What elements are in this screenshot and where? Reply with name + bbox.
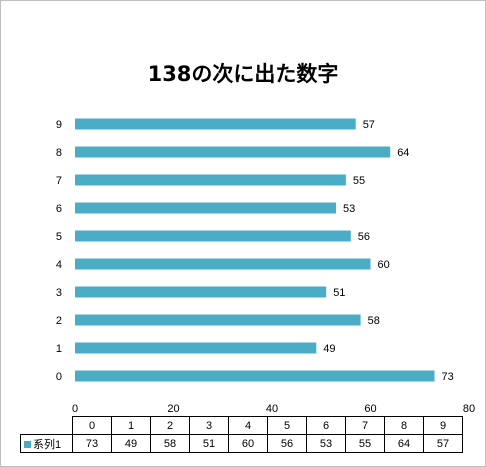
series-name-cell: 系列1 — [20, 434, 73, 453]
x-tick-label-0: 0 — [72, 403, 78, 415]
table-header-cell-2: 2 — [150, 416, 190, 435]
table-value-cell-8: 64 — [384, 434, 424, 453]
table-header-cell-9: 9 — [423, 416, 463, 435]
bar-8 — [75, 146, 391, 158]
table-value-cell-5: 56 — [267, 434, 307, 453]
x-tick-label-80: 80 — [463, 403, 475, 415]
table-value-cell-7: 55 — [345, 434, 385, 453]
category-label-8: 8 — [56, 147, 62, 159]
bar-7 — [75, 174, 346, 186]
chart-title: 138の次に出た数字 — [147, 62, 339, 86]
table-value-cell-3: 51 — [189, 434, 229, 453]
x-tick-label-20: 20 — [167, 403, 179, 415]
table-header-cell-5: 5 — [267, 416, 307, 435]
table-header-cell-3: 3 — [189, 416, 229, 435]
data-label-3: 51 — [333, 287, 345, 299]
table-header-cell-0: 0 — [72, 416, 112, 435]
table-header-cell-7: 7 — [345, 416, 385, 435]
bar-0 — [75, 370, 435, 382]
x-tick-label-60: 60 — [364, 403, 376, 415]
data-label-6: 53 — [343, 203, 355, 215]
data-label-0: 73 — [442, 371, 454, 383]
table-header-cell-1: 1 — [111, 416, 151, 435]
category-label-7: 7 — [56, 175, 62, 187]
data-label-5: 56 — [358, 231, 370, 243]
data-label-9: 57 — [363, 119, 375, 131]
legend-key-icon — [24, 441, 31, 449]
data-table-corner — [20, 416, 73, 435]
category-label-2: 2 — [56, 315, 62, 327]
category-label-5: 5 — [56, 231, 62, 243]
table-header-cell-4: 4 — [228, 416, 268, 435]
data-table-values-row: 系列1 73 49 58 51 60 56 53 55 64 57 — [20, 434, 463, 453]
table-value-cell-4: 60 — [228, 434, 268, 453]
bar-9 — [75, 118, 356, 130]
data-label-7: 55 — [353, 175, 365, 187]
data-label-4: 60 — [378, 259, 390, 271]
series-name: 系列1 — [33, 438, 62, 451]
table-header-cell-6: 6 — [306, 416, 346, 435]
bar-1 — [75, 342, 317, 354]
category-label-0: 0 — [56, 371, 62, 383]
x-tick-label-40: 40 — [266, 403, 278, 415]
category-label-4: 4 — [56, 259, 62, 271]
category-label-6: 6 — [56, 203, 62, 215]
table-value-cell-6: 53 — [306, 434, 346, 453]
bar-2 — [75, 314, 361, 326]
bar-4 — [75, 258, 371, 270]
table-header-cell-8: 8 — [384, 416, 424, 435]
data-label-2: 58 — [368, 315, 380, 327]
category-label-1: 1 — [56, 343, 62, 355]
table-value-cell-0: 73 — [72, 434, 112, 453]
table-value-cell-9: 57 — [423, 434, 463, 453]
bar-5 — [75, 230, 351, 242]
bar-3 — [75, 286, 327, 298]
data-label-8: 64 — [397, 147, 409, 159]
table-value-cell-2: 58 — [150, 434, 190, 453]
data-label-1: 49 — [323, 343, 335, 355]
category-label-3: 3 — [56, 287, 62, 299]
table-value-cell-1: 49 — [111, 434, 151, 453]
category-label-9: 9 — [56, 119, 62, 131]
bar-6 — [75, 202, 336, 214]
